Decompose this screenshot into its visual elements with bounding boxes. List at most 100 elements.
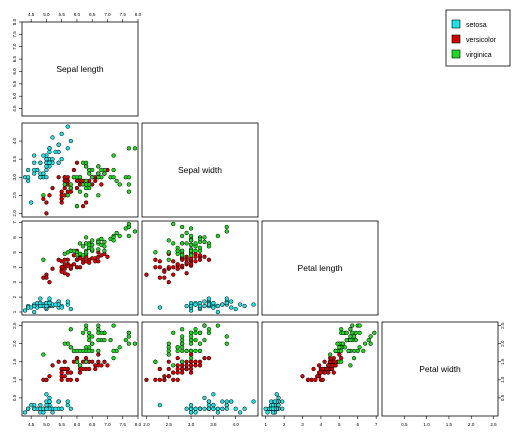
- data-point-virginica: [96, 327, 101, 332]
- legend-swatch-versicolor: [451, 34, 461, 44]
- data-point-virginica: [224, 341, 229, 346]
- data-point-setosa: [274, 392, 279, 397]
- data-point-versicolor: [327, 356, 333, 361]
- y-tick-label: 1.0: [12, 376, 17, 383]
- data-point-setosa: [38, 403, 43, 408]
- data-point-virginica: [96, 323, 101, 328]
- data-point-virginica: [180, 337, 185, 343]
- data-point-setosa: [242, 406, 247, 411]
- data-point-setosa: [206, 406, 212, 411]
- y-tick-label: 2.0: [12, 340, 17, 347]
- diagonal-label-petal-length: Petal length: [298, 263, 343, 273]
- data-point-versicolor: [337, 352, 342, 357]
- x-tick-label: 5.5: [58, 12, 65, 17]
- data-point-virginica: [96, 171, 101, 176]
- data-point-setosa: [202, 299, 207, 304]
- data-point-virginica: [126, 146, 131, 151]
- data-point-versicolor: [59, 374, 64, 379]
- x-tick-label: 8.0: [135, 422, 142, 427]
- data-point-virginica: [117, 233, 122, 239]
- data-point-versicolor: [153, 265, 158, 270]
- data-point-versicolor: [157, 377, 163, 383]
- data-point-versicolor: [180, 363, 185, 368]
- data-point-virginica: [357, 345, 362, 350]
- data-point-setosa: [211, 300, 216, 306]
- data-point-versicolor: [157, 259, 163, 264]
- data-point-virginica: [83, 182, 89, 187]
- data-point-versicolor: [188, 262, 194, 267]
- data-point-versicolor: [62, 359, 67, 364]
- data-point-setosa: [25, 305, 31, 310]
- data-point-versicolor: [99, 363, 104, 368]
- y-tick-label: 4: [12, 266, 17, 269]
- data-point-virginica: [111, 167, 116, 173]
- data-point-virginica: [166, 345, 171, 350]
- data-point-versicolor: [68, 189, 73, 194]
- data-point-virginica: [111, 175, 116, 180]
- data-point-setosa: [233, 306, 238, 312]
- data-point-versicolor: [197, 253, 203, 258]
- data-point-versicolor: [44, 200, 49, 205]
- data-point-virginica: [111, 348, 116, 354]
- data-point-versicolor: [175, 356, 180, 361]
- data-point-virginica: [74, 359, 80, 364]
- data-point-virginica: [87, 167, 92, 173]
- data-point-versicolor: [331, 356, 336, 361]
- data-point-versicolor: [197, 363, 203, 368]
- data-point-virginica: [188, 341, 194, 346]
- data-point-versicolor: [329, 366, 335, 372]
- data-point-virginica: [342, 345, 348, 350]
- data-point-setosa: [56, 142, 61, 147]
- panel-petal-length-vs-sepal-length: [21, 220, 139, 316]
- data-point-setosa: [269, 399, 274, 404]
- data-point-versicolor: [166, 359, 171, 364]
- data-point-virginica: [102, 171, 107, 176]
- data-point-setosa: [157, 403, 163, 408]
- data-point-virginica: [111, 323, 116, 328]
- x-tick-label: 6.5: [89, 12, 96, 17]
- data-point-setosa: [59, 157, 64, 162]
- data-point-virginica: [197, 245, 203, 251]
- data-point-setosa: [56, 399, 61, 404]
- data-point-versicolor: [322, 370, 327, 375]
- data-point-virginica: [80, 244, 86, 249]
- data-point-versicolor: [56, 359, 61, 364]
- data-point-versicolor: [184, 260, 189, 265]
- data-point-setosa: [65, 299, 70, 304]
- data-point-setosa: [233, 406, 238, 411]
- data-point-setosa: [59, 131, 64, 137]
- data-point-versicolor: [331, 359, 336, 364]
- data-point-versicolor: [175, 262, 180, 267]
- data-point-versicolor: [157, 275, 163, 280]
- data-point-virginica: [166, 238, 171, 243]
- data-point-setosa: [215, 406, 221, 411]
- data-point-virginica: [74, 253, 80, 258]
- y-tick-label: 3.5: [12, 156, 17, 163]
- data-point-virginica: [68, 327, 73, 332]
- data-point-setosa: [224, 406, 229, 411]
- data-point-versicolor: [56, 175, 61, 180]
- data-point-virginica: [197, 341, 203, 346]
- data-point-virginica: [184, 230, 189, 236]
- data-point-versicolor: [105, 363, 110, 368]
- data-point-virginica: [111, 356, 116, 361]
- data-point-versicolor: [175, 266, 180, 271]
- data-point-virginica: [102, 244, 107, 249]
- data-point-versicolor: [80, 366, 86, 372]
- data-point-versicolor: [74, 178, 80, 184]
- data-point-setosa: [242, 303, 247, 309]
- data-point-virginica: [96, 330, 101, 336]
- x-tick-label: 7.0: [104, 422, 111, 427]
- data-point-virginica: [74, 204, 80, 209]
- data-point-virginica: [184, 348, 189, 354]
- x-tick-label: 7.0: [104, 12, 111, 17]
- data-point-versicolor: [193, 363, 198, 368]
- data-point-virginica: [83, 193, 89, 198]
- data-point-setosa: [29, 403, 34, 408]
- data-point-virginica: [126, 189, 131, 194]
- data-point-setosa: [270, 410, 276, 415]
- data-point-setosa: [220, 302, 225, 307]
- data-point-setosa: [202, 406, 207, 411]
- data-point-setosa: [32, 171, 37, 176]
- data-point-virginica: [77, 241, 83, 246]
